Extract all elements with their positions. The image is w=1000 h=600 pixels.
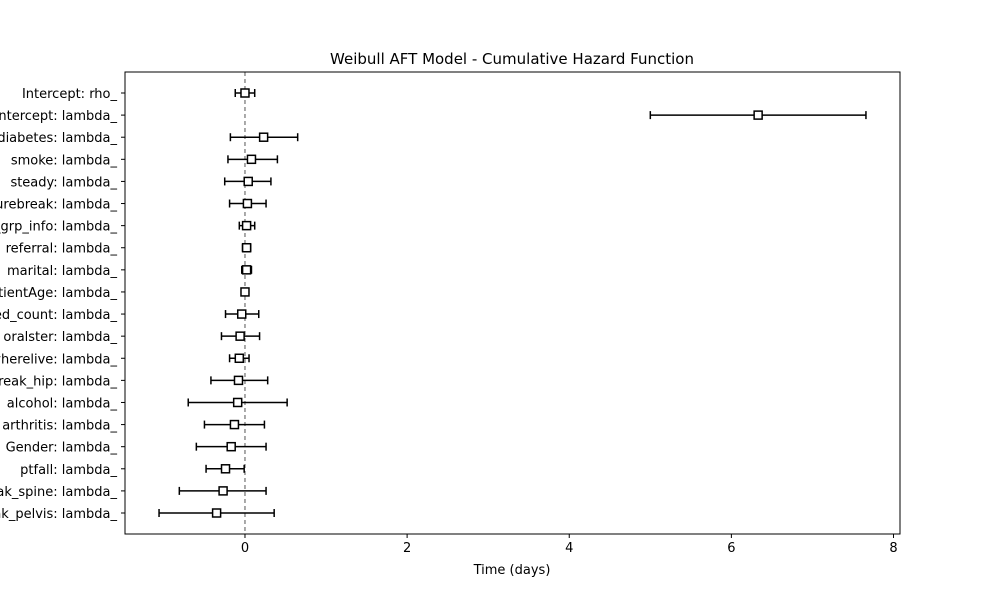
x-tick-label: 4 [565, 541, 573, 556]
y-tick-label: break_pelvis: lambda_ [0, 507, 117, 522]
y-tick-label: break_hip: lambda_ [0, 374, 117, 389]
x-tick-label: 2 [403, 541, 411, 556]
y-tick-label: bmi_grp_info: lambda_ [0, 220, 117, 235]
y-tick-label: fracturebreak: lambda_ [0, 198, 117, 213]
y-tick-label: oralster: lambda_ [3, 330, 117, 345]
y-tick-label: diabetes: lambda_ [0, 131, 117, 146]
point-estimate-marker [753, 110, 763, 120]
x-tick-label: 6 [727, 541, 735, 556]
plot-area: 0 2 4 6 8 Intercept: rho_ Intercept: lambda_di… [0, 71, 901, 556]
y-tick-label: ptfall: lambda_ [20, 463, 117, 478]
point-estimate-marker [229, 419, 240, 430]
point-estimate-marker [241, 265, 252, 275]
y-tick-label: Intercept: lambda_ [0, 109, 117, 124]
y-tick-label: wherelive: lambda_ [0, 352, 117, 367]
y-tick-label: PatientAge: lambda_ [0, 286, 117, 301]
point-estimate-marker [233, 375, 244, 386]
point-estimate-marker [258, 132, 269, 142]
point-estimate-marker [211, 508, 222, 518]
y-tick-label: arthritis: lambda_ [2, 419, 117, 434]
point-estimate-marker [240, 88, 250, 98]
point-estimate-marker [241, 220, 252, 231]
point-estimate-marker [240, 287, 250, 297]
y-tick-label: break_spine: lambda_ [0, 485, 117, 500]
point-estimate-marker [234, 353, 245, 364]
y-tick-label: med_count: lambda_ [0, 308, 117, 323]
point-estimate-marker [243, 176, 253, 187]
y-tick-label: smoke: lambda_ [11, 153, 118, 168]
y-tick-label: Intercept: rho_ [22, 87, 118, 102]
point-estimate-marker [220, 464, 231, 474]
x-tick-label: 8 [889, 541, 897, 556]
y-tick-label: steady: lambda_ [10, 175, 117, 190]
point-estimate-marker [232, 397, 243, 408]
point-estimate-marker [218, 486, 228, 496]
x-axis-label: Time (days) [473, 563, 551, 578]
y-tick-label: Gender: lambda_ [6, 441, 118, 456]
plot-frame [124, 71, 901, 535]
point-estimate-marker [236, 309, 247, 319]
y-tick-label: alcohol: lambda_ [7, 396, 118, 411]
point-estimate-marker [246, 154, 257, 165]
point-estimate-marker [241, 242, 252, 253]
point-estimate-marker [242, 198, 253, 209]
chart-title: Weibull AFT Model - Cumulative Hazard Fu… [330, 50, 694, 68]
point-estimate-marker [235, 331, 245, 341]
point-estimate-marker [226, 441, 236, 452]
y-tick-label: referral: lambda_ [6, 242, 118, 257]
y-tick-label: marital: lambda_ [7, 264, 117, 279]
x-tick-label: 0 [241, 541, 249, 556]
